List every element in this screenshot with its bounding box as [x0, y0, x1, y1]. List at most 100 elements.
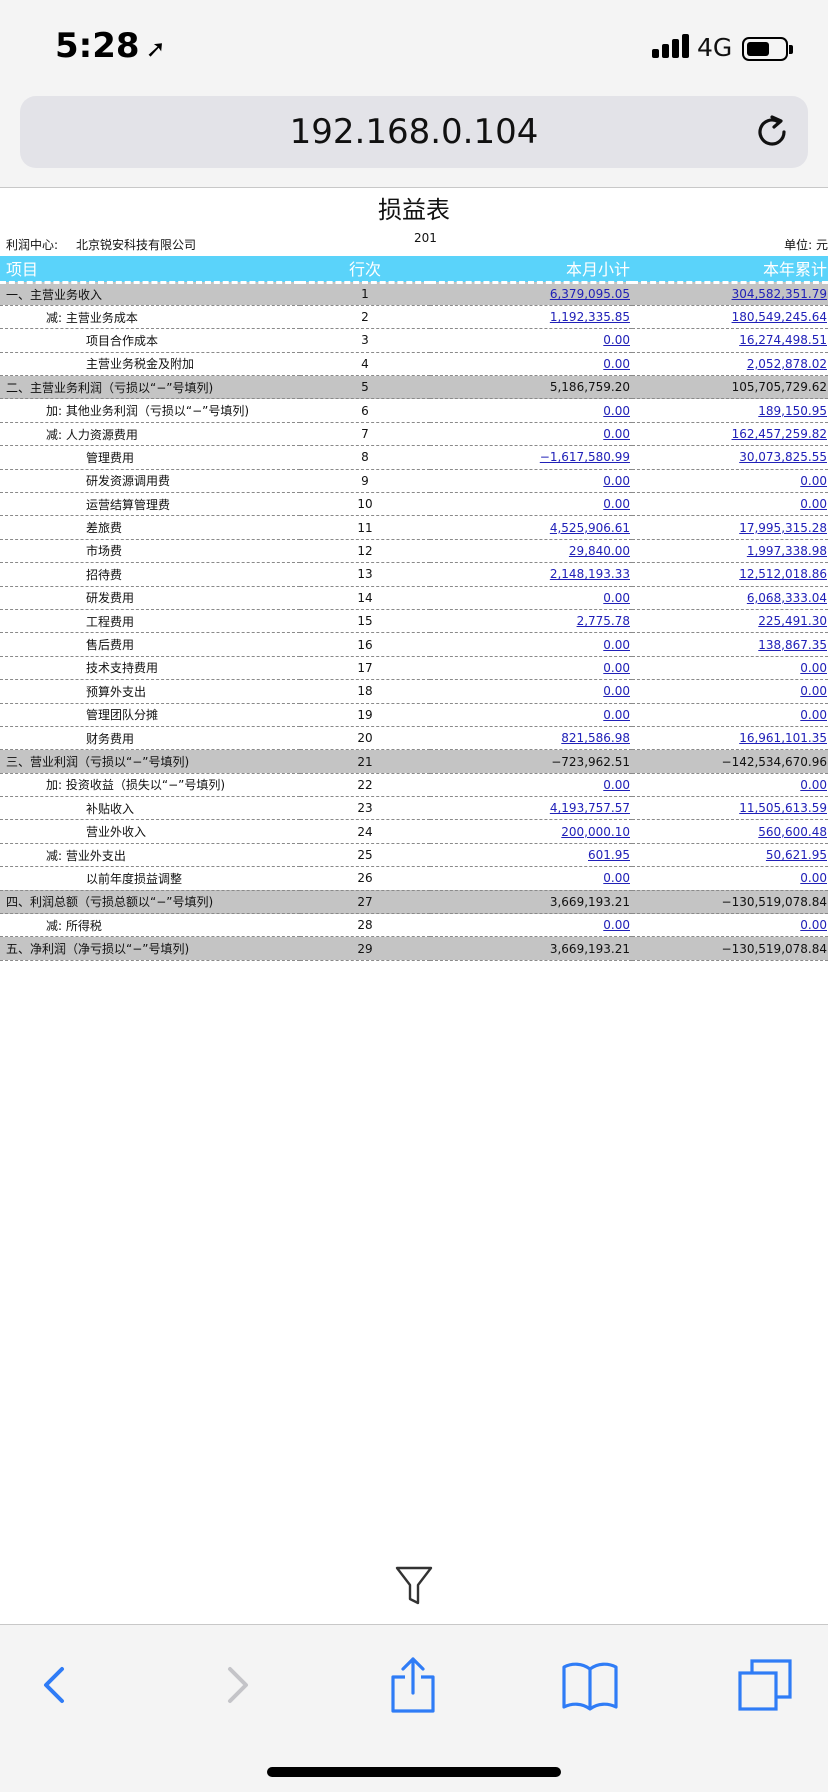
bookmarks-icon[interactable]: [560, 1655, 620, 1715]
browser-top-bar: 192.168.0.104: [0, 92, 828, 188]
row-item-label: 管理费用: [0, 445, 300, 470]
month-amount-link[interactable]: 0.00: [603, 707, 630, 722]
address-bar[interactable]: 192.168.0.104: [20, 96, 808, 168]
row-month-cell: 601.95: [430, 843, 632, 868]
year-amount-link[interactable]: 0.00: [800, 684, 827, 699]
month-amount-link[interactable]: 0.00: [603, 777, 630, 792]
year-amount-link[interactable]: 16,961,101.35: [739, 731, 827, 746]
table-row: 售后费用 16 0.00 138,867.35: [0, 632, 828, 657]
year-amount-link[interactable]: 560,600.48: [758, 824, 827, 839]
row-item-label: 项目合作成本: [0, 328, 300, 353]
month-amount-link[interactable]: 821,586.98: [561, 731, 630, 746]
unit-label: 单位: 元: [784, 238, 828, 252]
row-line-number: 1: [300, 282, 430, 306]
year-amount-link[interactable]: 189,150.95: [758, 403, 827, 418]
month-amount-link[interactable]: 4,525,906.61: [549, 520, 630, 535]
year-amount-link[interactable]: 6,068,333.04: [746, 590, 827, 605]
table-row: 工程费用 15 2,775.78 225,491.30: [0, 609, 828, 634]
row-item-label: 工程费用: [0, 609, 300, 634]
row-year-cell: 30,073,825.55: [632, 445, 828, 470]
year-amount-link[interactable]: 12,512,018.86: [739, 567, 827, 582]
year-amount-link[interactable]: 16,274,498.51: [739, 333, 827, 348]
year-amount-link[interactable]: 0.00: [800, 707, 827, 722]
month-amount-link[interactable]: 0.00: [603, 660, 630, 675]
year-amount-link[interactable]: 138,867.35: [758, 637, 827, 652]
month-amount-link[interactable]: 0.00: [603, 637, 630, 652]
row-line-number: 17: [300, 656, 430, 681]
year-amount-link[interactable]: 2,052,878.02: [746, 356, 827, 371]
row-line-number: 7: [300, 422, 430, 447]
year-amount-link[interactable]: 180,549,245.64: [731, 310, 827, 325]
year-amount-link[interactable]: 50,621.95: [765, 848, 827, 863]
share-icon[interactable]: [383, 1655, 443, 1715]
table-row: 运营结算管理费 10 0.00 0.00: [0, 492, 828, 517]
month-amount-link[interactable]: 0.00: [603, 333, 630, 348]
month-amount-link[interactable]: 0.00: [603, 497, 630, 512]
month-amount-link[interactable]: 1,192,335.85: [549, 310, 630, 325]
header-month: 本月小计: [430, 256, 632, 284]
row-item-label: 研发费用: [0, 586, 300, 610]
month-amount-link[interactable]: 2,148,193.33: [549, 567, 630, 582]
row-month-cell: −723,962.51: [430, 749, 632, 774]
year-amount-link[interactable]: 0.00: [800, 660, 827, 675]
year-amount-link[interactable]: 0.00: [800, 918, 827, 933]
url-text[interactable]: 192.168.0.104: [289, 112, 539, 152]
year-amount-link[interactable]: 11,505,613.59: [739, 801, 827, 816]
home-indicator[interactable]: [267, 1767, 561, 1777]
month-amount-link[interactable]: 200,000.10: [561, 824, 630, 839]
tabs-icon[interactable]: [736, 1655, 796, 1715]
reload-icon[interactable]: [754, 114, 790, 150]
month-amount-link[interactable]: 0.00: [603, 684, 630, 699]
month-amount-link[interactable]: 0.00: [603, 403, 630, 418]
year-amount-link[interactable]: 1,997,338.98: [746, 543, 827, 558]
row-month-cell: 0.00: [430, 586, 632, 610]
month-amount-link[interactable]: −1,617,580.99: [539, 450, 630, 465]
row-month-cell: 0.00: [430, 913, 632, 938]
year-amount-link[interactable]: 304,582,351.79: [731, 287, 827, 302]
row-year-cell: 50,621.95: [632, 843, 828, 868]
row-year-cell: 6,068,333.04: [632, 586, 828, 610]
row-month-cell: 4,193,757.57: [430, 796, 632, 821]
year-amount-link[interactable]: 30,073,825.55: [739, 450, 827, 465]
filter-icon[interactable]: [395, 1565, 433, 1607]
year-amount-link[interactable]: 162,457,259.82: [731, 427, 827, 442]
row-year-cell: −130,519,078.84: [632, 936, 828, 961]
row-item-label: 差旅费: [0, 515, 300, 540]
row-month-cell: 2,148,193.33: [430, 562, 632, 587]
month-amount-link[interactable]: 0.00: [603, 473, 630, 488]
status-time: 5:28 ➚: [55, 26, 166, 66]
row-year-cell: 16,274,498.51: [632, 328, 828, 353]
back-chevron-icon[interactable]: [26, 1655, 86, 1715]
month-amount-link[interactable]: 0.00: [603, 918, 630, 933]
row-month-cell: 0.00: [430, 352, 632, 377]
month-amount-link[interactable]: 0.00: [603, 427, 630, 442]
month-amount-link[interactable]: 601.95: [588, 848, 630, 863]
year-amount-link[interactable]: 0.00: [800, 497, 827, 512]
profit-center-label: 利润中心:: [6, 238, 59, 252]
row-month-cell: 0.00: [430, 632, 632, 657]
forward-chevron-icon[interactable]: [206, 1655, 266, 1715]
month-amount-link[interactable]: 6,379,095.05: [549, 287, 630, 302]
row-item-label: 预算外支出: [0, 679, 300, 704]
year-amount-link[interactable]: 0.00: [800, 871, 827, 886]
row-month-cell: 0.00: [430, 679, 632, 704]
month-amount-link[interactable]: 0.00: [603, 871, 630, 886]
table-row: 加: 投资收益（损失以“−”号填列) 22 0.00 0.00: [0, 773, 828, 798]
year-amount-link[interactable]: 17,995,315.28: [739, 520, 827, 535]
month-amount-link[interactable]: 0.00: [603, 356, 630, 371]
month-amount-link[interactable]: 4,193,757.57: [549, 801, 630, 816]
year-amount: 105,705,729.62: [731, 380, 827, 395]
row-item-label: 五、净利润（净亏损以“−”号填列): [0, 936, 300, 961]
row-year-cell: 180,549,245.64: [632, 305, 828, 330]
year-amount-link[interactable]: 0.00: [800, 473, 827, 488]
row-year-cell: 0.00: [632, 679, 828, 704]
month-amount-link[interactable]: 29,840.00: [568, 543, 630, 558]
month-amount-link[interactable]: 0.00: [603, 590, 630, 605]
row-item-label: 财务费用: [0, 726, 300, 751]
year-amount-link[interactable]: 0.00: [800, 777, 827, 792]
year-amount-link[interactable]: 225,491.30: [758, 614, 827, 629]
row-line-number: 13: [300, 562, 430, 587]
year-amount: −130,519,078.84: [721, 941, 827, 956]
month-amount-link[interactable]: 2,775.78: [576, 614, 630, 629]
row-year-cell: 16,961,101.35: [632, 726, 828, 751]
